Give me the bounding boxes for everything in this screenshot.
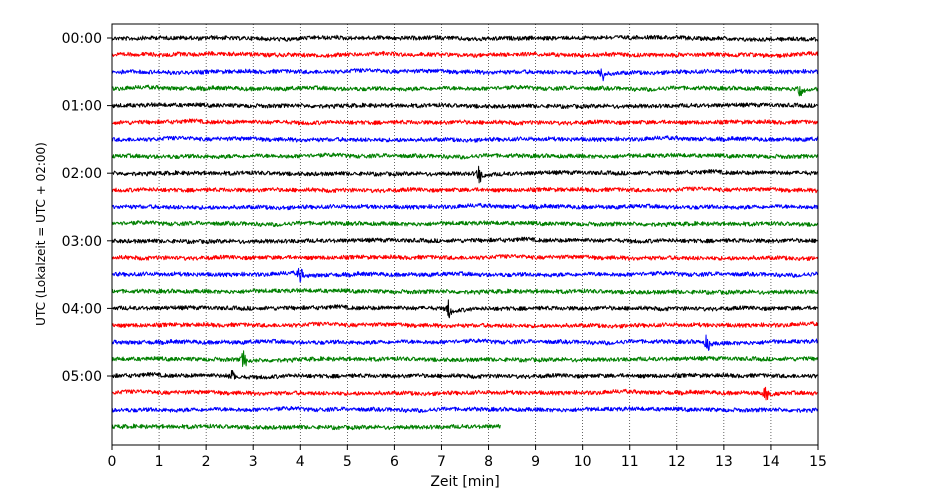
trace-8 (111, 165, 819, 184)
trace-4 (111, 102, 819, 110)
y-tick-label-1: 01:00 (62, 99, 102, 115)
trace-19 (111, 350, 819, 367)
trace-13 (111, 254, 819, 261)
x-tick-label-6: 6 (390, 454, 399, 470)
y-tick-label-0: 00:00 (62, 31, 102, 47)
trace-10 (111, 202, 819, 211)
trace-20 (111, 369, 819, 380)
trace-17 (111, 321, 819, 329)
vertical-gridlines (158, 24, 772, 445)
trace-5 (111, 118, 819, 126)
seismic-traces (111, 34, 819, 431)
x-tick-label-13: 13 (715, 454, 733, 470)
x-tick-label-7: 7 (437, 454, 446, 470)
y-axis-ticks: 00:00 01:00 02:00 03:00 04:00 05:00 (62, 31, 112, 385)
trace-0 (111, 34, 819, 42)
x-tick-label-9: 9 (531, 454, 540, 470)
y-axis-label: UTC (Lokalzeit = UTC + 02:00) (34, 142, 48, 326)
trace-23 (111, 423, 501, 431)
trace-7 (111, 152, 819, 160)
trace-12 (111, 236, 819, 245)
trace-11 (111, 220, 819, 228)
trace-3 (111, 84, 819, 97)
x-tick-label-15: 15 (809, 454, 827, 470)
trace-15 (111, 287, 819, 295)
y-tick-label-2: 02:00 (62, 166, 102, 182)
trace-16 (111, 299, 819, 319)
plot-frame (111, 23, 819, 446)
trace-6 (111, 135, 819, 143)
x-tick-label-11: 11 (621, 454, 639, 470)
trace-21 (111, 386, 819, 401)
x-tick-label-8: 8 (484, 454, 493, 470)
x-tick-label-3: 3 (249, 454, 258, 470)
trace-22 (111, 406, 819, 414)
x-axis-ticks: 0 1 2 3 4 5 6 7 8 9 10 11 12 13 14 15 (108, 445, 827, 470)
x-tick-label-14: 14 (762, 454, 780, 470)
x-tick-label-0: 0 (108, 454, 117, 470)
x-axis-label: Zeit [min] (430, 474, 499, 490)
y-tick-label-5: 05:00 (62, 369, 102, 385)
x-tick-label-10: 10 (574, 454, 592, 470)
x-tick-label-12: 12 (668, 454, 686, 470)
trace-1 (111, 50, 819, 59)
trace-14 (111, 267, 819, 283)
trace-18 (111, 334, 819, 351)
y-tick-label-4: 04:00 (62, 301, 102, 317)
x-tick-label-4: 4 (296, 454, 305, 470)
x-tick-label-2: 2 (202, 454, 211, 470)
y-tick-label-3: 03:00 (62, 234, 102, 250)
trace-9 (111, 186, 819, 194)
trace-2 (111, 68, 819, 82)
x-tick-label-1: 1 (155, 454, 164, 470)
x-tick-label-5: 5 (343, 454, 352, 470)
